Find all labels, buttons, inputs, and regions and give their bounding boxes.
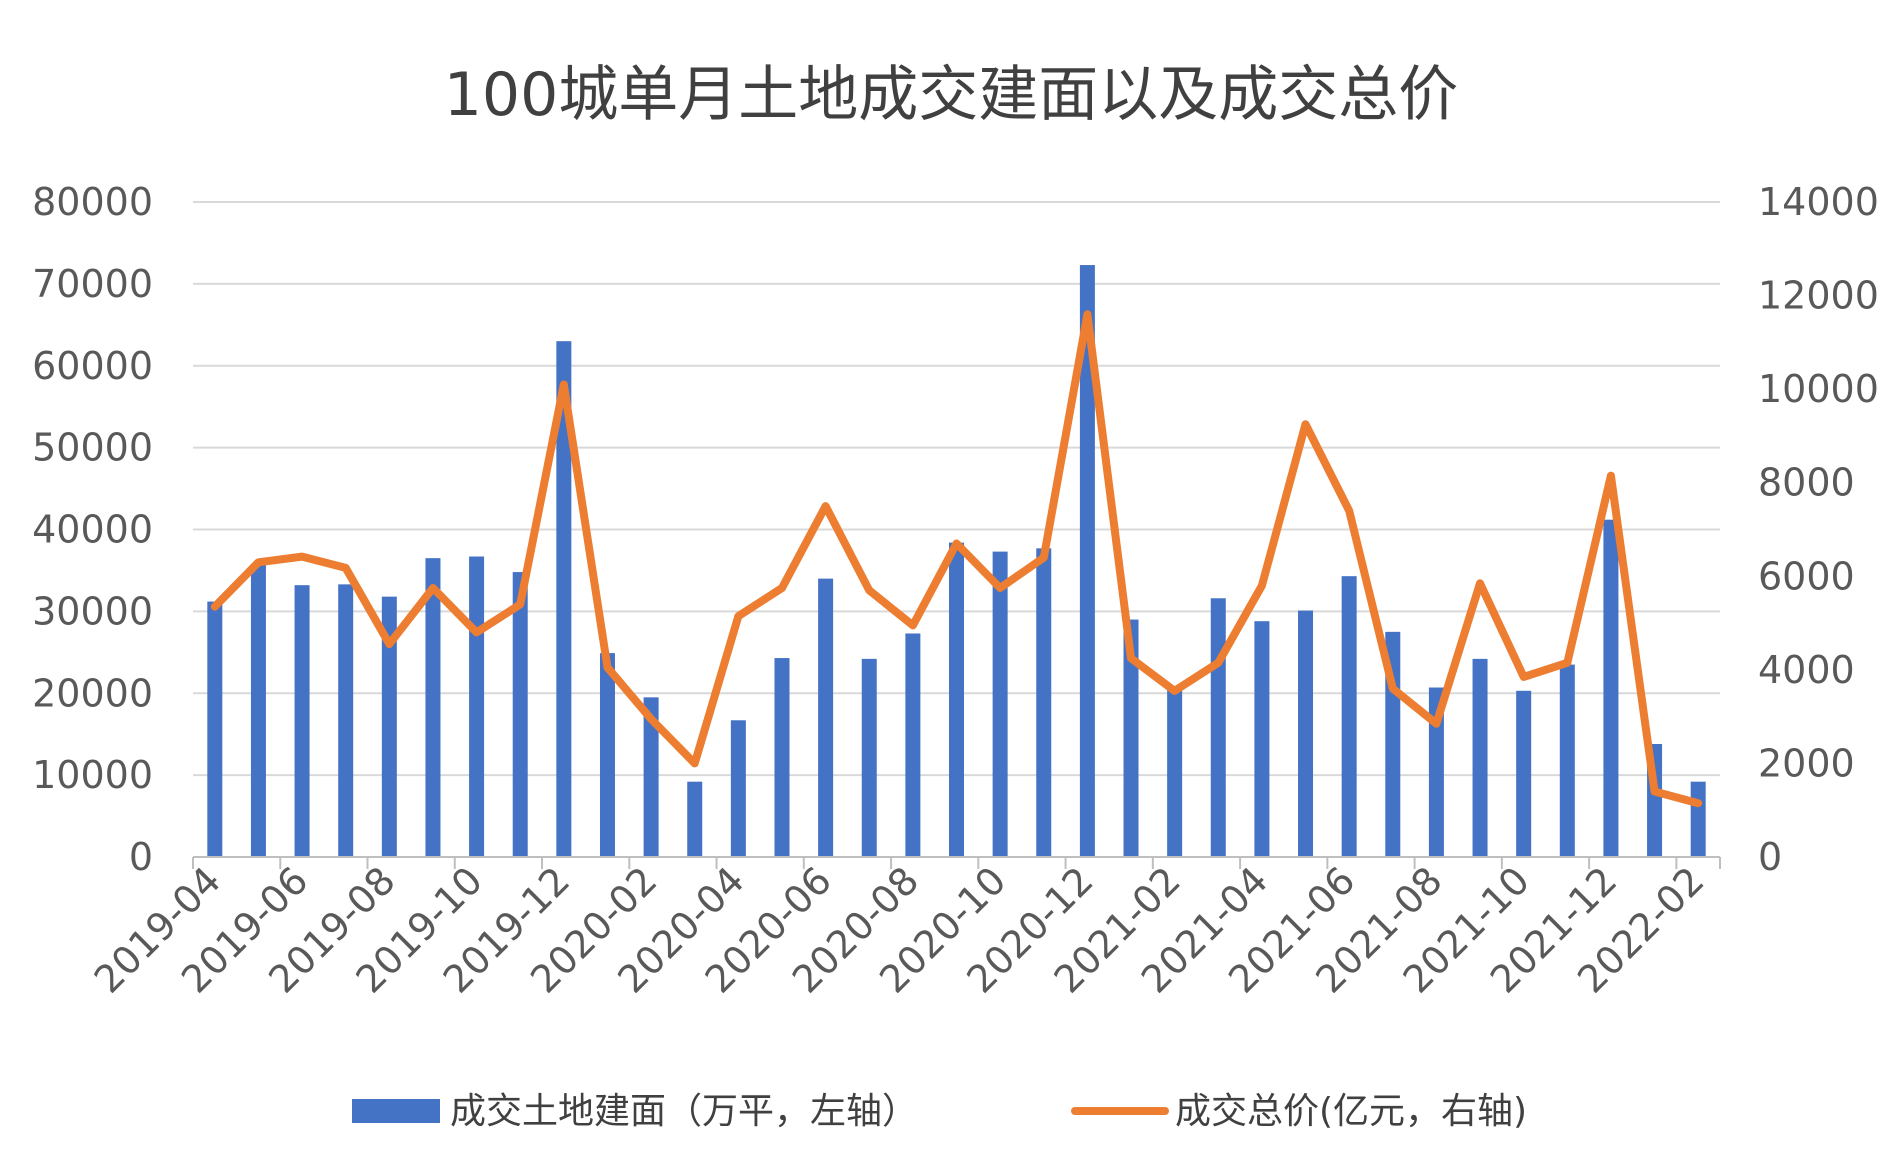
y-left-tick-label: 20000 — [32, 671, 153, 715]
line-point — [1217, 662, 1219, 664]
y-left-tick-label: 0 — [129, 835, 153, 879]
bar — [687, 781, 703, 857]
y-left-tick-label: 10000 — [32, 753, 153, 797]
y-left-tick-label: 40000 — [32, 508, 153, 552]
line-point — [1392, 688, 1394, 690]
line-point — [519, 603, 521, 605]
y-right-tick-label: 2000 — [1758, 741, 1855, 785]
bar — [512, 572, 528, 857]
bar — [1690, 781, 1706, 857]
bar — [1559, 664, 1575, 857]
line-point — [345, 567, 347, 569]
line-point — [1261, 585, 1263, 587]
bar — [818, 578, 834, 857]
legend-line-label: 成交总价(亿元，右轴) — [1175, 1091, 1527, 1132]
line-point — [1566, 662, 1568, 664]
bar — [294, 585, 310, 857]
line-series — [210, 310, 1703, 808]
line-point — [214, 606, 216, 608]
bar — [599, 653, 615, 857]
line-point — [476, 631, 478, 633]
line-point — [1348, 510, 1350, 512]
bar — [425, 558, 441, 857]
legend-bar-swatch — [352, 1099, 440, 1123]
line-point — [1479, 582, 1481, 584]
bar-series — [207, 265, 1706, 857]
line-point — [432, 587, 434, 589]
line-point — [956, 543, 957, 545]
y-right-tick-label: 8000 — [1758, 461, 1855, 505]
line-point — [1043, 557, 1045, 559]
y-right-tick-label: 0 — [1758, 835, 1782, 879]
bar — [1254, 621, 1270, 857]
y-right-tick-label: 12000 — [1758, 274, 1879, 318]
line-point — [912, 624, 914, 626]
bar — [1123, 619, 1139, 857]
bar — [949, 542, 964, 857]
bar — [381, 596, 397, 857]
bar — [469, 556, 485, 857]
y-left-tick-label: 50000 — [32, 426, 153, 470]
bar — [1079, 265, 1095, 857]
legend-bar-label: 成交土地建面（万平，左轴） — [450, 1091, 918, 1132]
line-point — [825, 505, 827, 507]
bar — [338, 584, 354, 857]
line-point — [781, 587, 783, 589]
chart-title: 100城单月土地成交建面以及成交总价 — [444, 60, 1459, 130]
line-point — [1086, 313, 1088, 315]
y-left-tick-label: 80000 — [32, 180, 153, 224]
line-point — [563, 383, 565, 385]
bar — [905, 633, 921, 857]
legend: 成交土地建面（万平，左轴） 成交总价(亿元，右轴) — [352, 1091, 1527, 1132]
bar — [1210, 598, 1226, 857]
line-point — [1305, 423, 1307, 425]
y-left-tick-label: 70000 — [32, 262, 153, 306]
line-point — [1435, 723, 1437, 725]
line-point — [1697, 802, 1699, 804]
line-point — [694, 762, 696, 764]
y-left-tick-label: 60000 — [32, 344, 153, 388]
y-right-tick-label: 4000 — [1758, 648, 1855, 692]
bar — [250, 563, 266, 857]
bar — [556, 341, 572, 857]
bar — [643, 697, 659, 857]
bar — [730, 720, 746, 857]
bar — [1036, 548, 1052, 857]
line-point — [868, 589, 870, 591]
bar — [1603, 519, 1619, 857]
bar — [1516, 690, 1532, 857]
line-point — [650, 718, 652, 720]
line-point — [1174, 690, 1176, 692]
line-point — [388, 643, 390, 645]
bar — [992, 551, 1008, 857]
line-point — [737, 615, 739, 617]
bar — [861, 658, 877, 857]
bar — [207, 601, 223, 857]
bar — [1472, 658, 1488, 857]
line-point — [1610, 475, 1612, 477]
bar — [774, 658, 790, 857]
y-right-tick-label: 6000 — [1758, 554, 1855, 598]
bar — [1298, 610, 1314, 857]
y-right-tick-label: 14000 — [1758, 180, 1879, 224]
bar — [1341, 576, 1357, 857]
line-point — [1523, 676, 1525, 678]
line-point — [1130, 657, 1132, 659]
y-left-tick-label: 30000 — [32, 589, 153, 633]
line-point — [257, 561, 259, 563]
line-point — [999, 587, 1001, 589]
bar — [1428, 687, 1444, 857]
bar — [1167, 689, 1183, 857]
y-right-tick-label: 10000 — [1758, 367, 1879, 411]
line-point — [301, 556, 303, 558]
line-point — [606, 667, 608, 669]
line-point — [1654, 791, 1656, 792]
